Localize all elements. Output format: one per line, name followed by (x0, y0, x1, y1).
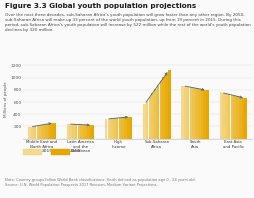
Bar (230, 95, 232, 139)
Bar (200, 89, 202, 139)
Bar (189, 87, 192, 139)
Bar (86, 125, 88, 139)
Bar (183, 86, 186, 139)
Bar (36, 126, 39, 139)
Bar (205, 90, 208, 139)
Bar (74, 124, 77, 139)
Text: 2015: 2015 (42, 149, 53, 153)
Bar (156, 85, 159, 139)
Bar (104, 119, 107, 139)
Bar (110, 119, 113, 139)
Bar (69, 124, 72, 139)
Bar (80, 125, 83, 139)
Bar (219, 92, 221, 139)
Bar (34, 126, 36, 139)
Bar (194, 88, 197, 139)
Text: 2050: 2050 (70, 149, 81, 153)
Bar (235, 96, 238, 139)
Bar (167, 70, 170, 139)
Bar (53, 123, 56, 139)
Bar (42, 125, 44, 139)
Bar (88, 125, 91, 139)
Bar (164, 74, 167, 139)
Bar (181, 86, 183, 139)
Bar (241, 98, 243, 139)
Bar (121, 117, 123, 139)
Bar (224, 94, 227, 139)
Bar (45, 124, 47, 139)
Text: Note: Country groups follow World Bank classifications. Youth defined as populat: Note: Country groups follow World Bank c… (5, 178, 195, 187)
Bar (145, 101, 148, 139)
Bar (124, 117, 126, 139)
Bar (162, 77, 164, 139)
Bar (153, 89, 156, 139)
Bar (151, 93, 153, 139)
Bar (148, 97, 151, 139)
Bar (91, 125, 94, 139)
Bar (66, 124, 69, 139)
Bar (39, 125, 42, 139)
Bar (243, 98, 246, 139)
Bar (107, 119, 110, 139)
Bar (83, 125, 85, 139)
Y-axis label: Millions of people: Millions of people (4, 81, 8, 117)
Bar (72, 124, 74, 139)
Bar (202, 90, 205, 139)
Bar (31, 127, 34, 139)
Bar (197, 89, 200, 139)
Bar (238, 97, 241, 139)
Text: Over the next three decades, sub-Saharan Africa's youth population will grow fas: Over the next three decades, sub-Saharan… (5, 13, 250, 32)
Bar (28, 127, 31, 139)
Bar (227, 94, 230, 139)
Bar (159, 81, 162, 139)
Bar (221, 93, 224, 139)
Bar (126, 117, 129, 139)
Bar (115, 118, 118, 139)
Bar (118, 118, 121, 139)
Text: Figure 3.3 Global youth population projections: Figure 3.3 Global youth population proje… (5, 3, 196, 9)
Bar (192, 88, 194, 139)
Bar (129, 117, 132, 139)
Bar (142, 105, 145, 139)
Bar (50, 123, 53, 139)
Bar (47, 124, 50, 139)
Bar (77, 125, 80, 139)
Bar (186, 87, 189, 139)
Bar (113, 118, 115, 139)
Bar (232, 96, 235, 139)
